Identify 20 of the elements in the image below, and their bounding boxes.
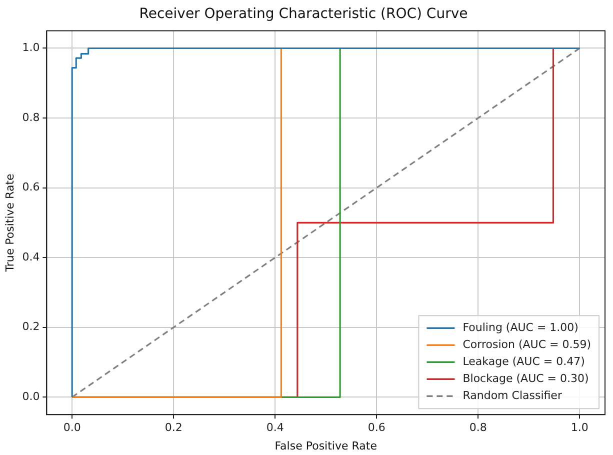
x-tick-label: 0.4 xyxy=(266,421,284,434)
x-tick-label: 0.6 xyxy=(368,421,386,434)
y-tick-label: 0.4 xyxy=(22,250,40,264)
y-axis-title: True Positive Rate xyxy=(3,173,16,273)
x-tick-label: 0.8 xyxy=(469,421,487,434)
chart-title: Receiver Operating Characteristic (ROC) Curve xyxy=(139,6,468,22)
legend-label: Random Classifier xyxy=(462,388,562,402)
x-axis-title: False Positive Rate xyxy=(274,439,378,452)
legend-label: Corrosion (AUC = 0.59) xyxy=(462,338,592,351)
y-tick-label: 0.0 xyxy=(22,390,40,404)
y-tick-label: 0.2 xyxy=(22,320,40,334)
x-tick-label: 0.2 xyxy=(164,421,182,434)
y-tick-label: 0.8 xyxy=(22,110,40,124)
y-tick-label: 0.6 xyxy=(22,180,40,194)
y-tick-label: 1.0 xyxy=(22,41,40,54)
legend-label: Leakage (AUC = 0.47) xyxy=(462,354,585,368)
x-tick-label: 1.0 xyxy=(570,421,588,434)
legend-label: Fouling (AUC = 1.00) xyxy=(462,320,578,334)
legend-label: Blockage (AUC = 0.30) xyxy=(462,372,589,385)
x-tick-label: 0.0 xyxy=(63,421,81,434)
